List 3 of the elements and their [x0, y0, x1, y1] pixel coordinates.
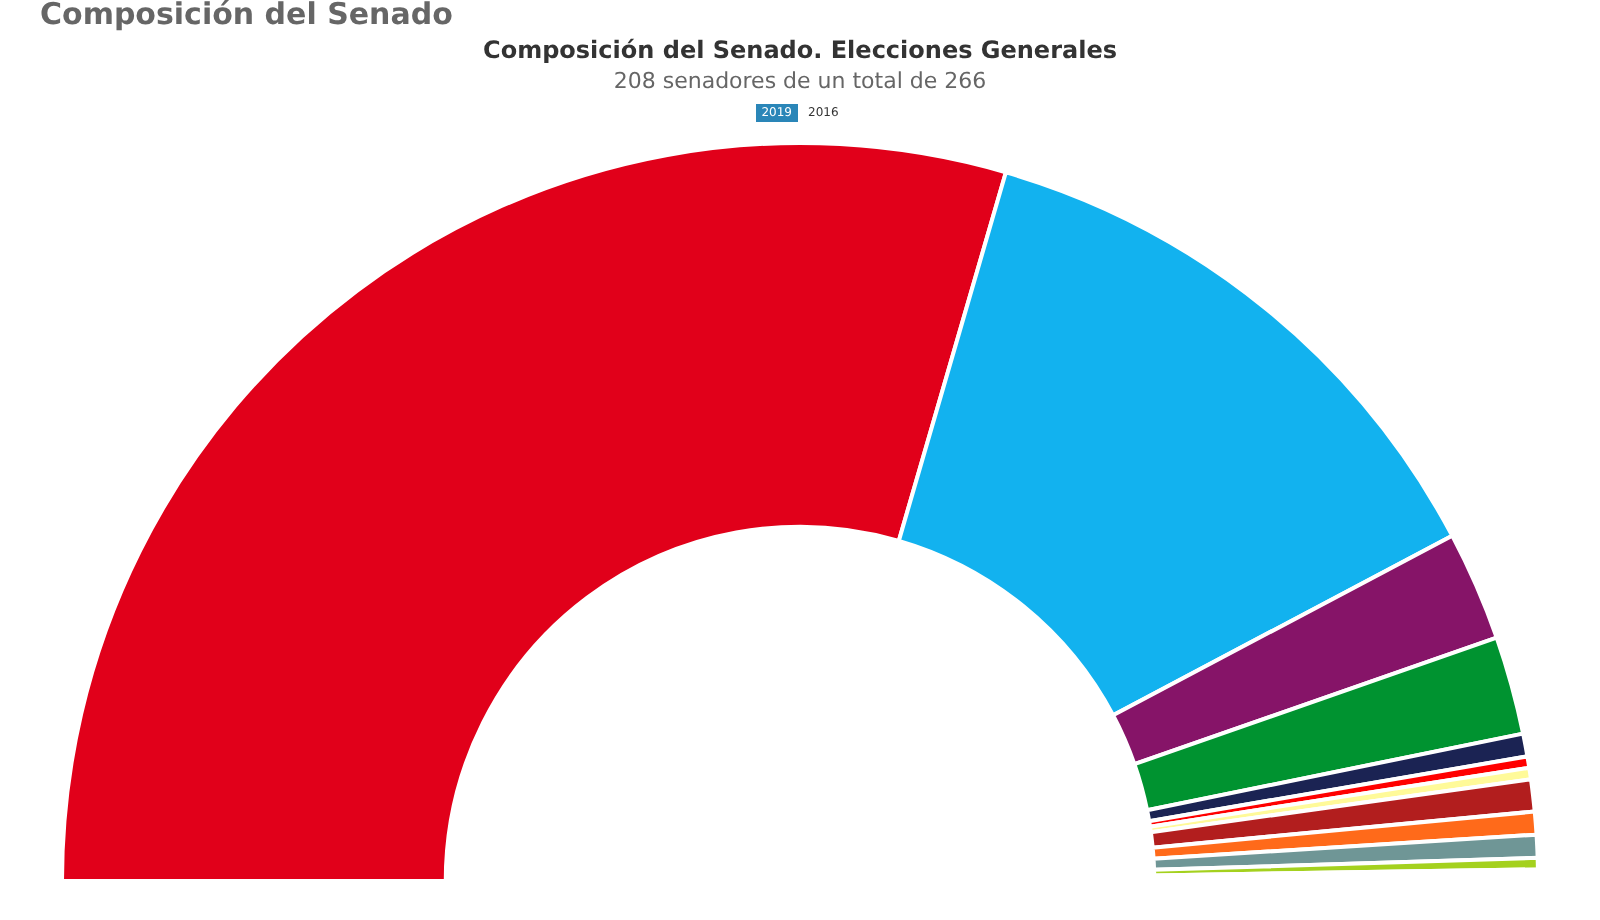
chart-subtitle: 208 senadores de un total de 266: [611, 68, 989, 94]
chart-title: Composición del Senado. Elecciones Generales: [481, 36, 1119, 64]
text: Composición del Senado: [40, 0, 453, 32]
